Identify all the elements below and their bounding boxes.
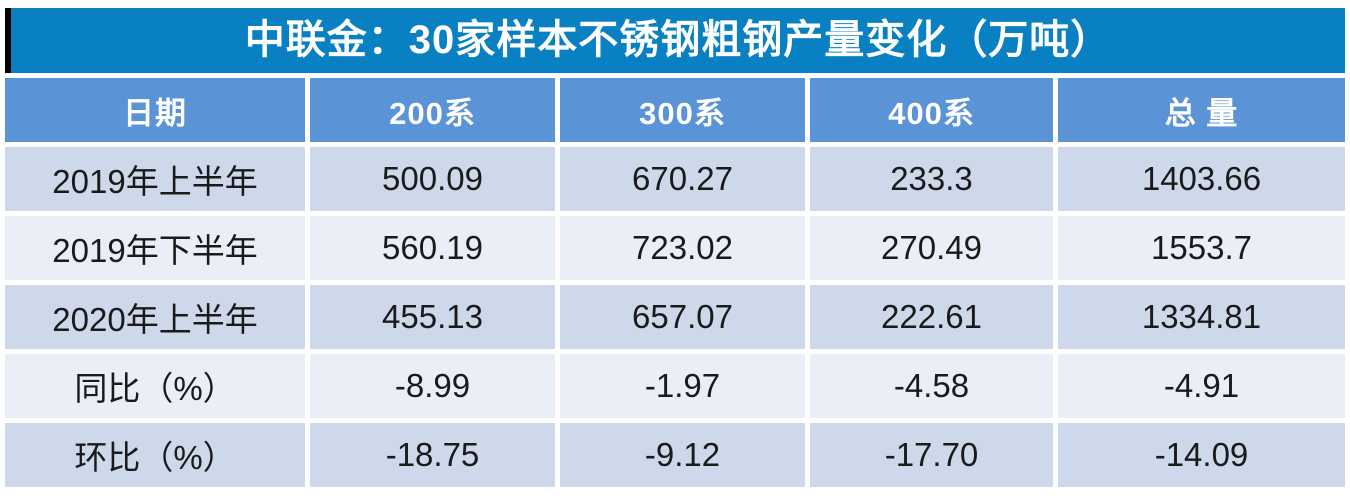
header-row: 日期 200系 300系 400系 总 量 — [5, 78, 1345, 142]
table-cell: 670.27 — [560, 147, 805, 211]
col-header-total: 总 量 — [1058, 78, 1345, 142]
table-cell: 222.61 — [810, 285, 1053, 349]
row-label: 2019年下半年 — [5, 216, 305, 280]
left-accent-bar — [5, 8, 11, 73]
table-cell: 1553.7 — [1058, 216, 1345, 280]
table-row: 2019年上半年 500.09 670.27 233.3 1403.66 — [5, 147, 1345, 211]
table-cell: 1403.66 — [1058, 147, 1345, 211]
table-cell: 560.19 — [310, 216, 555, 280]
row-label: 同比（%） — [5, 354, 305, 418]
production-table: 日期 200系 300系 400系 总 量 2019年上半年 500.09 670.… — [0, 73, 1350, 492]
table-title: 中联金：30家样本不锈钢粗钢产量变化（万吨） — [11, 8, 1345, 73]
table-cell: 1334.81 — [1058, 285, 1345, 349]
table-cell: -1.97 — [560, 354, 805, 418]
table-cell: 270.49 — [810, 216, 1053, 280]
table-row: 环比（%） -18.75 -9.12 -17.70 -14.09 — [5, 423, 1345, 487]
row-label: 2020年上半年 — [5, 285, 305, 349]
table-cell: 500.09 — [310, 147, 555, 211]
table-cell: -17.70 — [810, 423, 1053, 487]
table-cell: -4.91 — [1058, 354, 1345, 418]
table-cell: 723.02 — [560, 216, 805, 280]
row-label: 环比（%） — [5, 423, 305, 487]
table-cell: 455.13 — [310, 285, 555, 349]
table-cell: -4.58 — [810, 354, 1053, 418]
col-header-200: 200系 — [310, 78, 555, 142]
title-bar: 中联金：30家样本不锈钢粗钢产量变化（万吨） — [0, 0, 1350, 73]
table-cell: -18.75 — [310, 423, 555, 487]
col-header-300: 300系 — [560, 78, 805, 142]
table-cell: -14.09 — [1058, 423, 1345, 487]
col-header-400: 400系 — [810, 78, 1053, 142]
table-row: 同比（%） -8.99 -1.97 -4.58 -4.91 — [5, 354, 1345, 418]
table-row: 2020年上半年 455.13 657.07 222.61 1334.81 — [5, 285, 1345, 349]
table-cell: -8.99 — [310, 354, 555, 418]
table-row: 2019年下半年 560.19 723.02 270.49 1553.7 — [5, 216, 1345, 280]
col-header-date: 日期 — [5, 78, 305, 142]
table-cell: 657.07 — [560, 285, 805, 349]
table-cell: -9.12 — [560, 423, 805, 487]
row-label: 2019年上半年 — [5, 147, 305, 211]
table-cell: 233.3 — [810, 147, 1053, 211]
